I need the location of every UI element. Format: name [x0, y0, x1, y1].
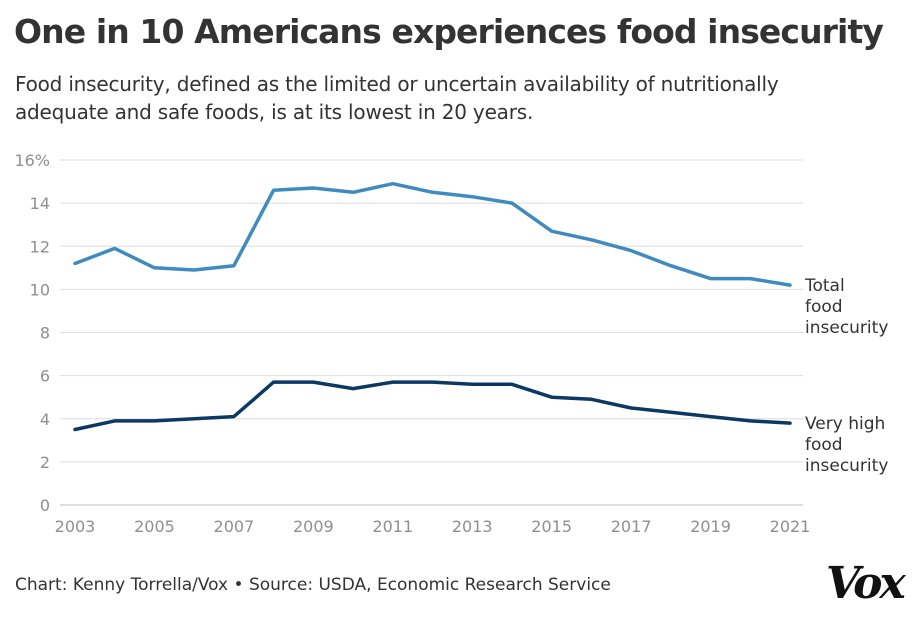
- data-point: [114, 420, 115, 421]
- data-point: [194, 418, 195, 419]
- x-tick-label: 2003: [55, 517, 96, 536]
- data-point: [273, 190, 274, 191]
- data-point: [790, 285, 791, 286]
- data-point: [551, 231, 552, 232]
- y-tick-label: 8: [40, 324, 50, 343]
- data-point: [432, 192, 433, 193]
- y-tick-label: 4: [40, 410, 50, 429]
- source-credit: Chart: Kenny Torrella/Vox • Source: USDA…: [15, 575, 611, 595]
- x-tick-label: 2009: [293, 517, 334, 536]
- series-label: insecurity: [805, 456, 888, 476]
- data-point: [631, 250, 632, 251]
- x-tick-label: 2015: [531, 517, 572, 536]
- data-point: [75, 429, 76, 430]
- y-tick-label: 10: [30, 280, 50, 299]
- data-point: [670, 412, 671, 413]
- data-point: [233, 265, 234, 266]
- x-tick-label: 2017: [611, 517, 652, 536]
- data-point: [114, 248, 115, 249]
- data-point: [273, 382, 274, 383]
- y-tick-label: 14: [30, 194, 50, 213]
- data-point: [233, 416, 234, 417]
- data-point: [790, 423, 791, 424]
- y-tick-label: 16%: [14, 151, 50, 170]
- y-tick-label: 6: [40, 367, 50, 386]
- data-point: [631, 407, 632, 408]
- x-axis-ticks: 2003 2005 2007 2009 2011 2013 2015 2017 2019 2021: [55, 517, 811, 536]
- grid-lines: [60, 159, 803, 506]
- series-label: food: [805, 297, 843, 317]
- series-label: insecurity: [805, 318, 888, 338]
- chart-subtitle: Food insecurity, defined as the limited …: [15, 72, 779, 124]
- chart-title: One in 10 Americans experiences food ins…: [14, 12, 884, 51]
- data-point: [472, 384, 473, 385]
- data-point: [591, 239, 592, 240]
- data-point: [591, 399, 592, 400]
- data-point: [472, 196, 473, 197]
- data-point: [313, 188, 314, 189]
- data-point: [511, 384, 512, 385]
- series-label: Total: [804, 276, 845, 296]
- data-point: [154, 420, 155, 421]
- series-line-total: [73, 181, 792, 287]
- x-tick-label: 2019: [690, 517, 731, 536]
- y-tick-label: 0: [40, 496, 50, 515]
- data-point: [750, 420, 751, 421]
- x-tick-label: 2013: [452, 517, 493, 536]
- data-point: [511, 203, 512, 204]
- data-point: [75, 263, 76, 264]
- data-point: [313, 382, 314, 383]
- y-tick-label: 12: [30, 237, 50, 256]
- data-point: [392, 382, 393, 383]
- data-point: [353, 192, 354, 193]
- x-tick-label: 2005: [134, 517, 175, 536]
- series-lines: [73, 181, 792, 432]
- x-tick-label: 2007: [214, 517, 255, 536]
- data-point: [432, 382, 433, 383]
- series-label: food: [805, 435, 843, 455]
- data-point: [710, 278, 711, 279]
- data-point: [710, 416, 711, 417]
- data-point: [670, 265, 671, 266]
- series-label: Very high: [805, 414, 885, 434]
- data-point: [551, 397, 552, 398]
- data-point: [750, 278, 751, 279]
- x-tick-label: 2021: [770, 517, 811, 536]
- x-tick-label: 2011: [372, 517, 413, 536]
- series-line-very-high: [73, 380, 792, 432]
- data-point: [392, 183, 393, 184]
- data-point: [194, 269, 195, 270]
- data-point: [154, 267, 155, 268]
- y-tick-label: 2: [40, 453, 50, 472]
- y-axis-ticks: 0 2 4 6 8 10 12 14 16%: [14, 151, 50, 515]
- data-point: [353, 388, 354, 389]
- vox-logo: Vox: [826, 558, 906, 609]
